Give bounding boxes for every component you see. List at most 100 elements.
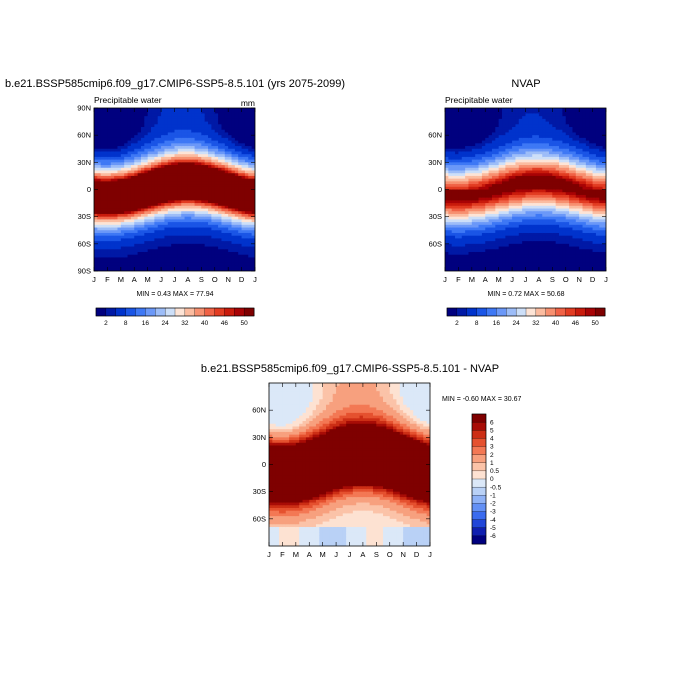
panel-obs-cell [495, 140, 500, 144]
panel-obs-cell [448, 159, 453, 163]
panel-model-cell [181, 241, 186, 245]
panel-model-cell [241, 127, 246, 131]
panel-obs-cell [535, 260, 540, 264]
panel-model-cell [201, 113, 206, 117]
panel-obs-cell [508, 194, 513, 199]
panel-obs-cell [478, 243, 483, 248]
panel-model-cell [124, 178, 129, 182]
panel-obs-cell [461, 192, 466, 196]
panel-model-cell [211, 232, 216, 237]
panel-model-cell [130, 241, 135, 245]
panel-obs-cell [552, 137, 557, 142]
panel-model-cell [107, 200, 112, 204]
panel-model-cell [184, 246, 189, 250]
panel-model-cell [238, 135, 243, 139]
panel-model-cell [234, 211, 239, 215]
panel-model-cell [134, 175, 139, 180]
panel-model-cell [194, 162, 199, 166]
panel-model-cell [208, 154, 212, 158]
panel-model-cell [97, 197, 102, 201]
panel-model-cell [164, 254, 169, 258]
panel-obs-cell [491, 148, 496, 152]
panel-model-cell [110, 249, 115, 253]
panel-model-cell [231, 265, 236, 269]
panel-model-cell [151, 146, 155, 150]
panel-model-cell [238, 108, 243, 112]
panel-obs-cell [445, 159, 449, 163]
panel-obs-cell [532, 200, 537, 204]
panel-model-cell [194, 262, 199, 267]
panel-model-cell [244, 262, 249, 267]
panel-obs-cell [478, 197, 483, 201]
panel-model-cell [201, 260, 206, 264]
panel-model-cell [110, 129, 115, 133]
panel-model-cell [157, 211, 162, 215]
panel-obs-cell [545, 243, 550, 248]
panel-model-cell [221, 222, 226, 226]
panel-obs-cell [465, 148, 469, 152]
panel-model-cell [164, 189, 169, 193]
panel-model-cell [224, 262, 229, 267]
panel-obs-cell [505, 246, 510, 250]
panel-model-cell [140, 194, 145, 199]
panel-obs-cell [545, 186, 550, 190]
panel-model-cell [238, 200, 243, 204]
panel-model-cell [197, 159, 202, 163]
panel-obs-cell [508, 200, 513, 204]
panel-model-cell [107, 159, 112, 163]
panel-obs-cell [491, 260, 496, 264]
panel-model-cell [164, 162, 169, 166]
panel-model-cell [171, 118, 175, 123]
panel-model-cell [201, 241, 206, 245]
panel-obs-cell [545, 148, 550, 152]
panel-model-cell [241, 165, 246, 169]
panel-model-cell [107, 118, 112, 123]
panel-model-cell [208, 257, 212, 261]
panel-obs-cell [508, 243, 513, 248]
panel-obs-cell [508, 116, 513, 120]
panel-obs-cell [508, 222, 513, 226]
panel-model-cell [228, 184, 233, 188]
panel-model-cell [177, 216, 182, 220]
panel-obs-cell [508, 154, 513, 158]
panel-model-cell [228, 224, 233, 229]
panel-obs-cell [475, 148, 480, 152]
panel-obs-cell [448, 146, 453, 150]
panel-model-cell [234, 173, 239, 177]
panel-model-cell [117, 213, 122, 218]
panel-obs-cell [468, 184, 473, 188]
panel-model-cell [97, 173, 102, 177]
panel-obs-cell [512, 200, 516, 204]
panel-model-cell [114, 184, 118, 188]
panel-obs-cell [475, 197, 480, 201]
panel-obs-cell [525, 113, 530, 117]
panel-obs-cell [471, 241, 476, 245]
panel-model-cell [208, 132, 212, 136]
panel-model-cell [231, 249, 236, 253]
panel-model-cell [104, 230, 108, 234]
panel-obs-cell [502, 162, 506, 166]
panel-model-cell [228, 227, 233, 231]
panel-obs-cell [508, 110, 513, 114]
panel-model-cell [144, 178, 149, 182]
panel-obs-cell [522, 219, 526, 223]
panel-model-cell [100, 124, 105, 128]
panel-model-cell [97, 246, 102, 250]
panel-model-cell [228, 205, 233, 210]
panel-model-cell [171, 113, 175, 117]
panel-model-cell [147, 265, 152, 269]
panel-model-cell [94, 189, 98, 193]
panel-obs-cell [448, 110, 453, 114]
panel-obs-cell [458, 186, 463, 190]
panel-model-cell [234, 222, 239, 226]
panel-model-cell [137, 235, 142, 239]
panel-model-cell [224, 154, 229, 158]
panel-model-cell [134, 137, 139, 142]
panel-obs-cell [535, 251, 540, 256]
panel-model-cell [234, 246, 239, 250]
panel-model-cell [137, 268, 142, 271]
panel-model-cell [114, 251, 118, 256]
panel-obs-cell [455, 222, 459, 226]
panel-obs-cell [552, 140, 557, 144]
panel-obs-cell [485, 146, 490, 150]
